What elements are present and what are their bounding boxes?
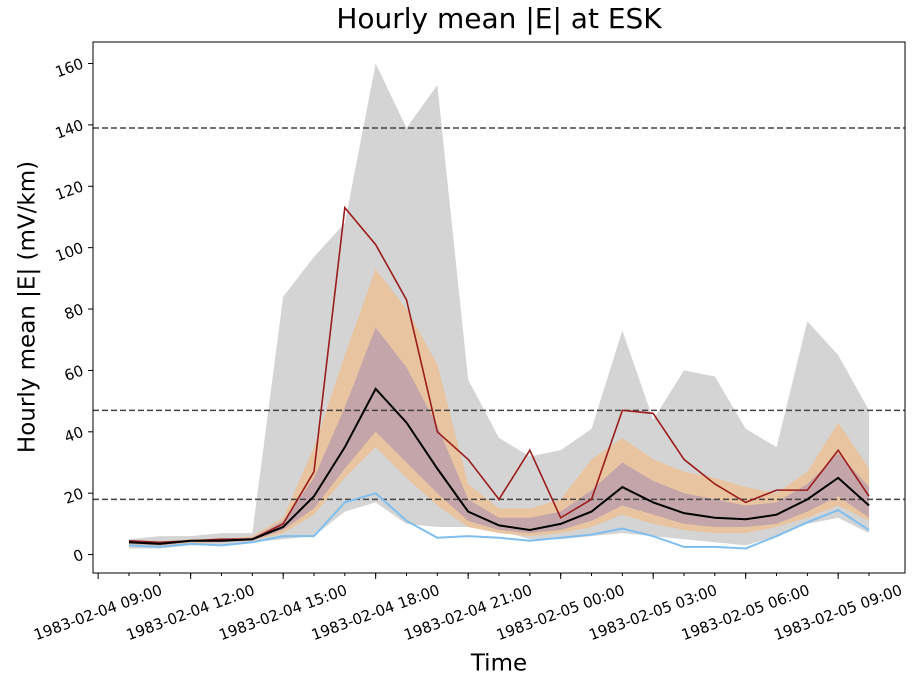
y-tick-label: 120 bbox=[53, 177, 86, 204]
chart-title: Hourly mean |E| at ESK bbox=[336, 2, 662, 35]
x-axis-label: Time bbox=[470, 651, 527, 677]
y-tick-label: 20 bbox=[62, 484, 86, 507]
y-tick-label: 140 bbox=[53, 116, 86, 143]
y-tick-label: 100 bbox=[53, 239, 86, 266]
band bbox=[128, 63, 870, 549]
y-axis-label: Hourly mean |E| (mV/km) bbox=[15, 161, 41, 453]
y-tick-label: 60 bbox=[62, 361, 86, 384]
band bbox=[128, 327, 870, 546]
band bbox=[128, 269, 870, 546]
y-tick-label: 0 bbox=[71, 546, 86, 566]
y-tick-label: 80 bbox=[62, 300, 86, 323]
y-tick-label: 160 bbox=[53, 55, 86, 82]
series-line bbox=[128, 492, 870, 550]
series-line bbox=[128, 387, 870, 545]
y-tick-label: 40 bbox=[62, 423, 86, 446]
